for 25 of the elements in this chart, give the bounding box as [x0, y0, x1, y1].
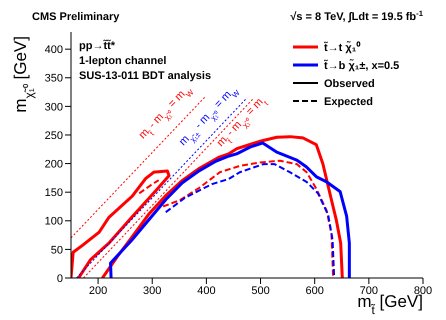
x-tick-label: 600: [306, 284, 324, 297]
y-tick-label: 300: [44, 101, 63, 114]
x-tick-label: 300: [143, 284, 162, 297]
x-tick-label: 700: [360, 284, 378, 297]
x-tick-label: 200: [88, 284, 108, 297]
y-tick-label: 0: [56, 272, 63, 285]
annotation: 1-lepton channel: [79, 55, 166, 67]
chart-subtitle: √s = 8 TeV, ∫Ldt = 19.5 fb$^{-1}$: [290, 8, 424, 23]
y-tick-label: 50: [50, 244, 63, 256]
y-tick-label: 100: [44, 216, 63, 228]
y-tick-label: 150: [44, 187, 63, 200]
legend-label: t̃→t χ̃₁⁰: [324, 41, 360, 54]
y-tick-label: 250: [44, 130, 63, 142]
x-tick-label: 500: [251, 284, 270, 297]
y-tick-label: 400: [44, 44, 63, 56]
annotation: Observed: [324, 78, 375, 90]
x-tick-label: 400: [197, 284, 216, 297]
y-tick-label: 350: [44, 72, 63, 85]
annotation: pp→t̃t̃*: [79, 39, 116, 52]
annotation: Expected: [324, 96, 373, 108]
y-tick-label: 200: [44, 158, 63, 170]
legend-label: t̃→b χ̃₁±, x=0.5: [324, 59, 400, 72]
line-series: [164, 163, 336, 278]
annotation: SUS-13-011 BDT analysis: [79, 70, 212, 82]
chart-title: CMS Preliminary: [32, 11, 120, 23]
